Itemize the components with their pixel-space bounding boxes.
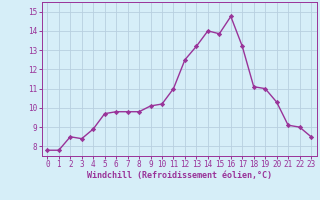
X-axis label: Windchill (Refroidissement éolien,°C): Windchill (Refroidissement éolien,°C) [87,171,272,180]
